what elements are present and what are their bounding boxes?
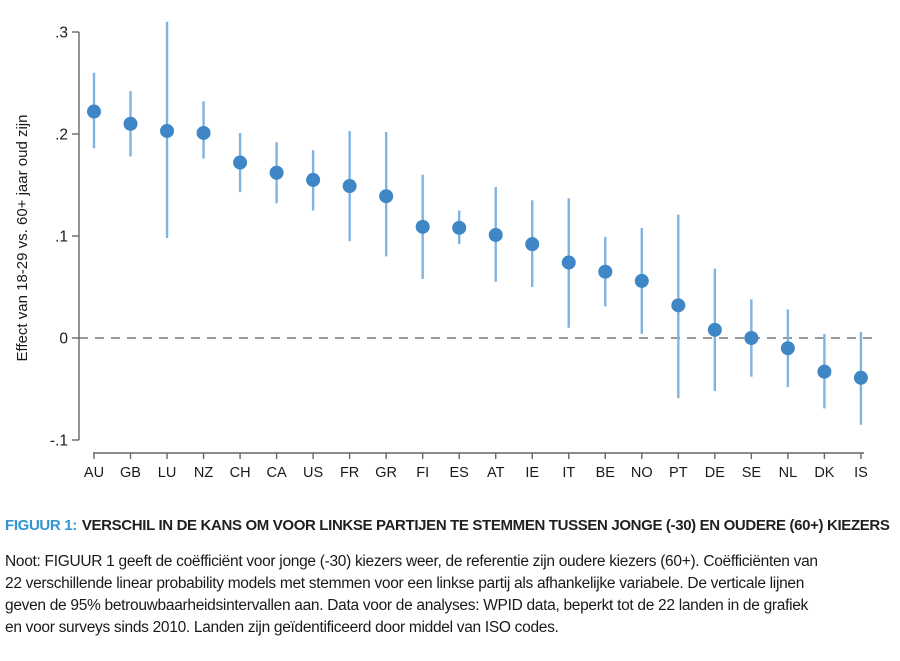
x-tick-label: US [303, 465, 323, 481]
x-tick-label: IS [854, 465, 868, 481]
figure-chart: .3 .2 .1 0 -.1 AU GB LU NZ CH CA US FR GR FI ES AT IE IT BE… [14, 21, 874, 481]
x-tick-label: DE [705, 465, 725, 481]
note-line: en voor surveys sinds 2010. Landen zijn … [5, 619, 559, 636]
x-tick-label: AU [84, 465, 104, 481]
y-tick-label: .3 [55, 25, 68, 42]
x-tick-label: ES [450, 465, 469, 481]
figure-caption: FIGUUR 1: VERSCHIL IN DE KANS OM VOOR LIN… [5, 517, 897, 534]
data-point-gr [379, 189, 394, 204]
data-point-nz [196, 125, 211, 140]
data-point-dk [817, 364, 832, 379]
x-tick-label: CA [267, 465, 287, 481]
y-tick-label: -.1 [50, 433, 68, 450]
data-point-ca [269, 165, 284, 180]
data-point-is [853, 370, 868, 385]
data-point-se [744, 331, 759, 345]
data-point-be [598, 264, 613, 279]
x-tick-label: FR [340, 465, 359, 481]
y-tick-label: 0 [59, 331, 68, 348]
x-tick-label: GR [375, 465, 397, 481]
data-point-au [87, 104, 101, 119]
x-tick-label: IT [562, 465, 575, 481]
x-tick-label: NO [631, 465, 653, 481]
data-point-at [488, 227, 503, 242]
x-tick-label: NL [779, 465, 798, 481]
note-line: 22 verschillende linear probability mode… [5, 575, 805, 592]
x-tick-label: SE [742, 465, 762, 481]
x-tick-label: CH [230, 465, 251, 481]
figure-title: VERSCHIL IN DE KANS OM VOOR LINKSE PARTI… [81, 517, 890, 534]
x-tick-label: NZ [194, 465, 213, 481]
x-tick-label: IE [525, 465, 539, 481]
data-point-lu [160, 123, 175, 138]
note-line: Noot: FIGUUR 1 geeft de coëfficiënt voor… [5, 553, 818, 570]
figure-number-label: FIGUUR 1: [5, 517, 77, 534]
x-tick-label: AT [487, 465, 505, 481]
note-line: geven de 95% betrouwbaarheidsintervallen… [5, 597, 808, 614]
data-point-no [634, 273, 649, 288]
data-point-ie [525, 237, 540, 252]
data-point-nl [780, 341, 795, 356]
figure-note: Noot: FIGUUR 1 geeft de coëfficiënt voor… [5, 551, 897, 639]
x-tick-label: BE [596, 465, 616, 481]
data-point-it [561, 255, 576, 270]
x-tick-label: FI [416, 465, 429, 481]
y-tick-label: .2 [55, 127, 68, 144]
x-tick-label: GB [120, 465, 141, 481]
data-point-es [452, 220, 467, 235]
y-axis-title: Effect van 18-29 vs. 60+ jaar oud zijn [14, 115, 31, 362]
data-point-de [707, 322, 722, 337]
x-tick-label: LU [158, 465, 177, 481]
data-point-gb [123, 116, 138, 131]
x-tick-label: DK [814, 465, 834, 481]
data-point-fi [415, 219, 430, 234]
data-point-us [306, 172, 321, 187]
data-point-ch [233, 155, 248, 170]
data-point-fr [342, 179, 357, 194]
coefficient-plot: .3 .2 .1 0 -.1 AU GB LU NZ CH CA US FR GR FI ES AT IE IT BE… [14, 21, 874, 481]
x-tick-label: PT [669, 465, 688, 481]
data-point-pt [671, 298, 686, 313]
y-tick-label: .1 [55, 229, 68, 246]
